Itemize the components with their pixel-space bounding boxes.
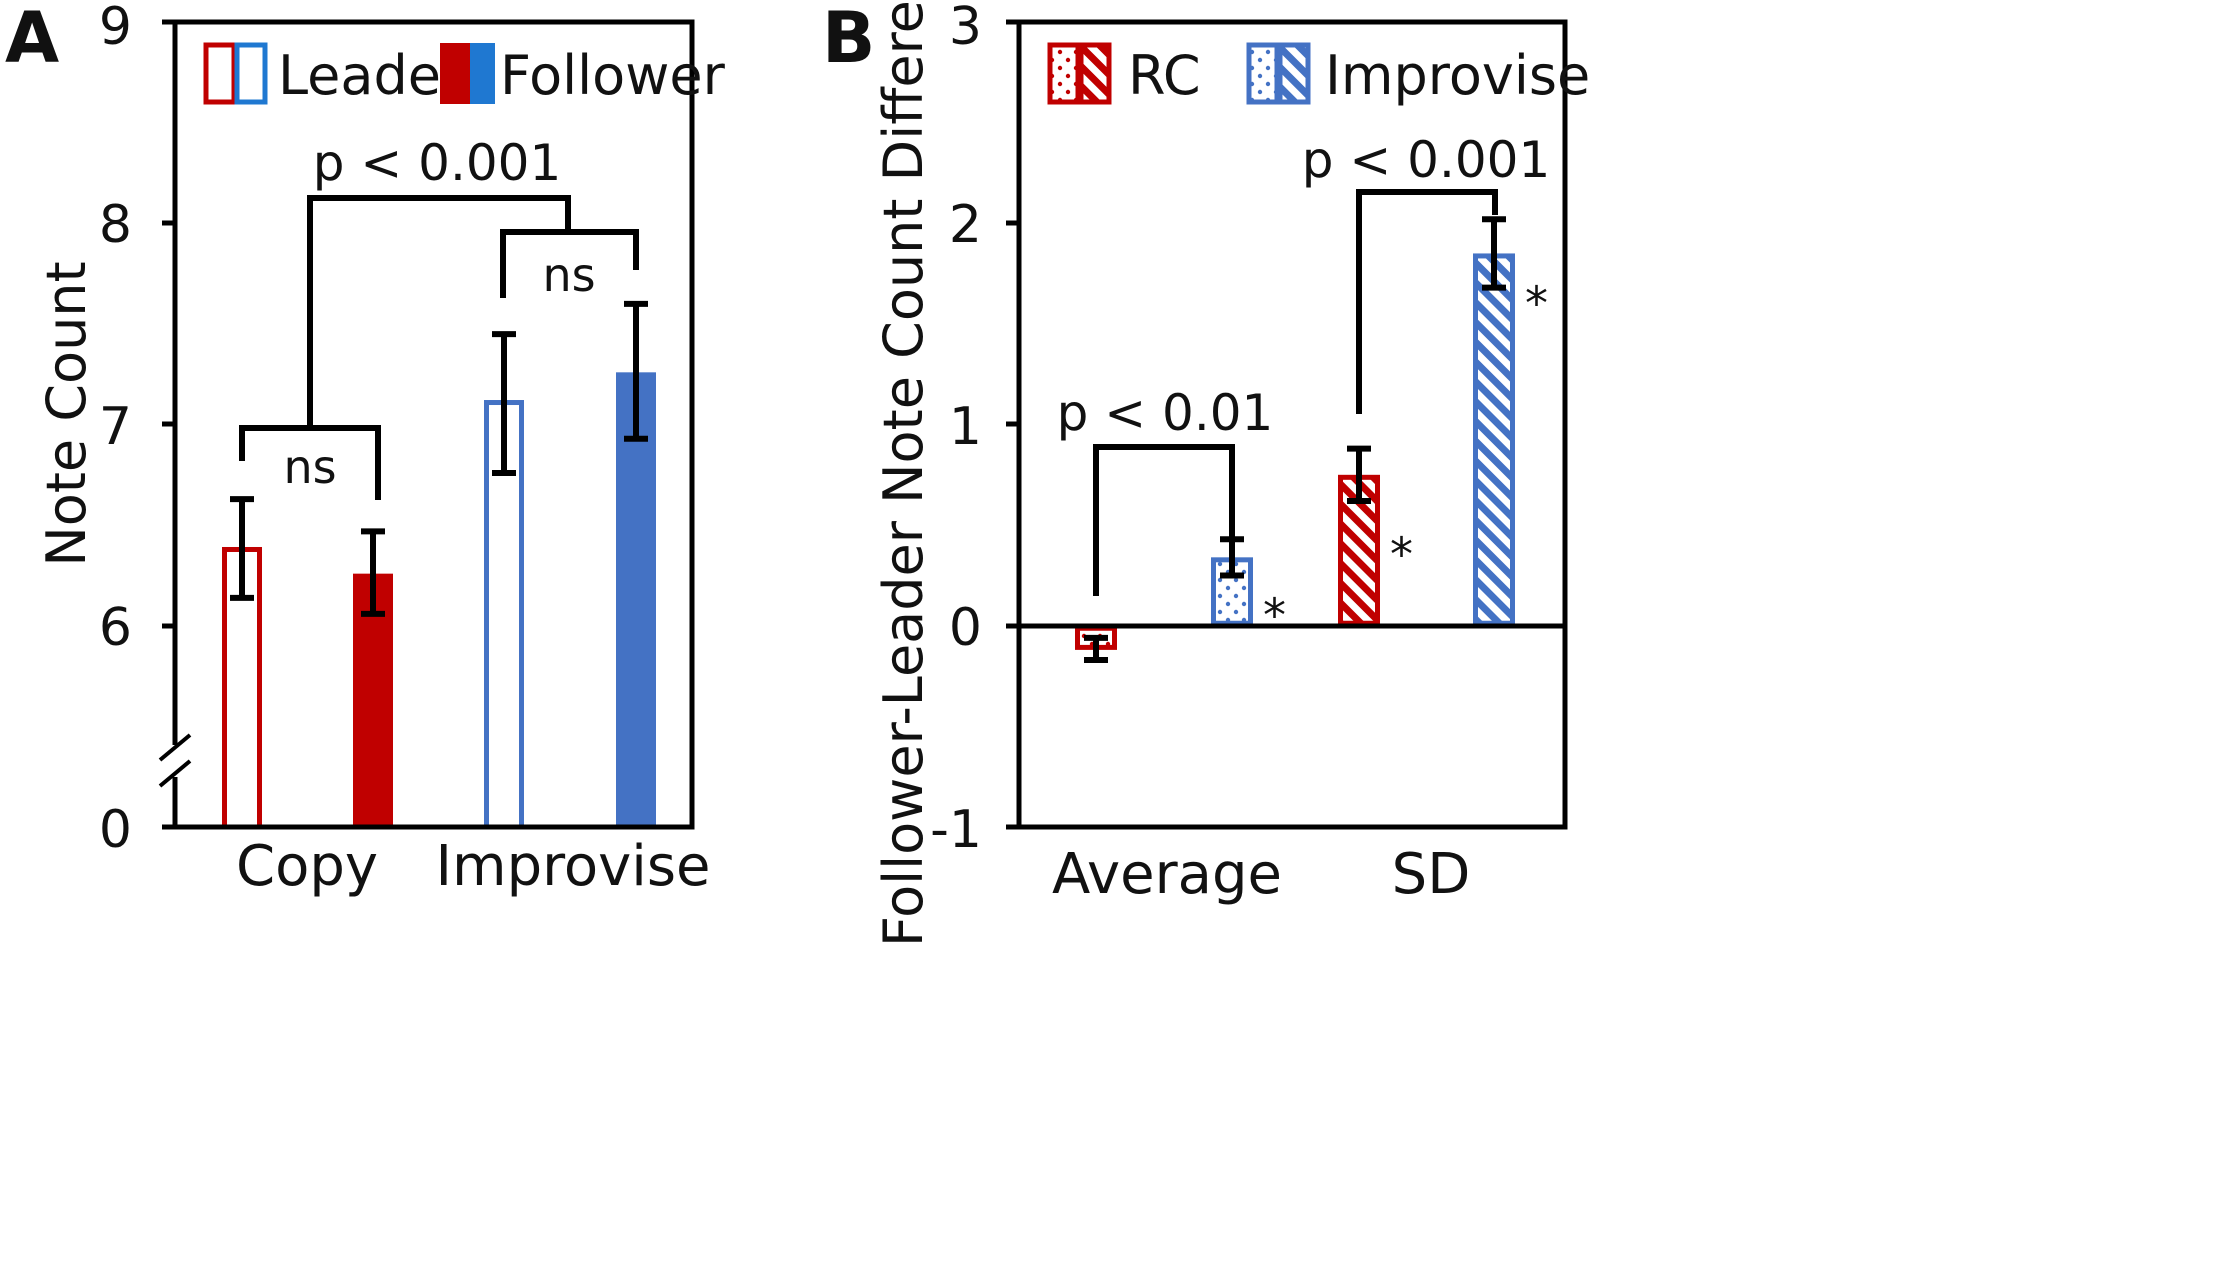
panel-a: A Note Count 9 8 7 6 0 Leader Follo — [5, 0, 726, 899]
panel-b-p-average: p < 0.01 — [1057, 384, 1274, 442]
panel-a-legend: Leader Follower — [203, 42, 726, 107]
error-sd-improvise — [1482, 216, 1506, 291]
panel-b-yticks-marks — [1006, 19, 1019, 830]
panel-a-label: A — [5, 0, 59, 79]
error-copy-leader — [230, 496, 254, 601]
panel-b-ytick-3: 3 — [949, 0, 982, 57]
panel-a-yticks-marks — [162, 19, 175, 830]
panel-b-cat-sd: SD — [1392, 842, 1471, 907]
error-sd-rc — [1347, 445, 1371, 504]
bar-improvise-follower — [616, 372, 656, 827]
bracket-main — [307, 195, 571, 428]
panel-a-ytick-9: 9 — [99, 0, 132, 57]
legend-improvise-stripes-swatch — [1277, 42, 1311, 105]
panel-b-ytick-neg1: -1 — [930, 800, 982, 860]
panel-b-bars — [1075, 253, 1515, 650]
error-improvise-leader — [492, 331, 516, 476]
legend-follower-blue-swatch — [470, 43, 495, 104]
legend-leader-blue-swatch — [234, 42, 268, 105]
panel-b-label: B — [822, 0, 875, 79]
panel-a-ytick-8: 8 — [99, 195, 132, 255]
star-sd-rc: * — [1390, 527, 1413, 581]
panel-b-cat-average: Average — [1052, 842, 1282, 907]
legend-leader-label: Leader — [278, 44, 464, 107]
panel-b: B Follower-Leader Note Count Difference … — [822, 0, 1590, 947]
panel-a-axis-break — [158, 733, 192, 788]
error-copy-follower — [361, 528, 385, 617]
legend-rc-label: RC — [1128, 44, 1201, 107]
panel-a-ns-copy: ns — [283, 440, 336, 494]
error-average-rc — [1084, 634, 1108, 663]
legend-improvise-dots-swatch — [1246, 42, 1280, 105]
panel-b-ylabel: Follower-Leader Note Count Difference — [872, 0, 935, 947]
panel-b-stars: * * * — [1263, 277, 1548, 643]
legend-follower-label: Follower — [500, 44, 726, 107]
panel-a-ytick-6: 6 — [99, 598, 132, 658]
panel-b-ytick-2: 2 — [949, 195, 982, 255]
panel-a-ytick-7: 7 — [99, 397, 132, 457]
panel-b-p-sd: p < 0.001 — [1302, 131, 1551, 189]
star-average-improvise: * — [1263, 589, 1286, 643]
panel-a-cat-copy: Copy — [236, 834, 378, 899]
bracket-sd — [1356, 189, 1498, 414]
bracket-average — [1093, 444, 1235, 596]
panel-b-legend: RC Improvise — [1047, 42, 1590, 107]
panel-a-error-bars — [230, 300, 648, 617]
legend-improvise-label: Improvise — [1325, 44, 1590, 107]
panel-b-significance — [1093, 189, 1498, 596]
panel-a-cat-improvise: Improvise — [436, 834, 711, 899]
panel-a-significance — [239, 195, 639, 500]
error-average-improvise — [1220, 536, 1244, 579]
legend-follower-red-swatch — [440, 43, 470, 104]
legend-rc-dots-swatch — [1047, 42, 1081, 105]
bar-sd-improvise — [1473, 253, 1515, 626]
panel-b-ytick-0: 0 — [949, 598, 982, 658]
panel-a-ylabel: Note Count — [35, 261, 98, 566]
panel-b-ytick-1: 1 — [949, 397, 982, 457]
panel-a-ns-improvise: ns — [542, 248, 595, 302]
panel-b-error-bars — [1084, 216, 1506, 663]
legend-leader-red-swatch — [203, 42, 237, 105]
star-sd-improvise: * — [1525, 277, 1548, 331]
panel-a-ytick-0: 0 — [99, 800, 132, 860]
legend-rc-stripes-swatch — [1078, 42, 1112, 105]
error-improvise-follower — [624, 300, 648, 442]
panel-a-p-main: p < 0.001 — [313, 134, 562, 192]
